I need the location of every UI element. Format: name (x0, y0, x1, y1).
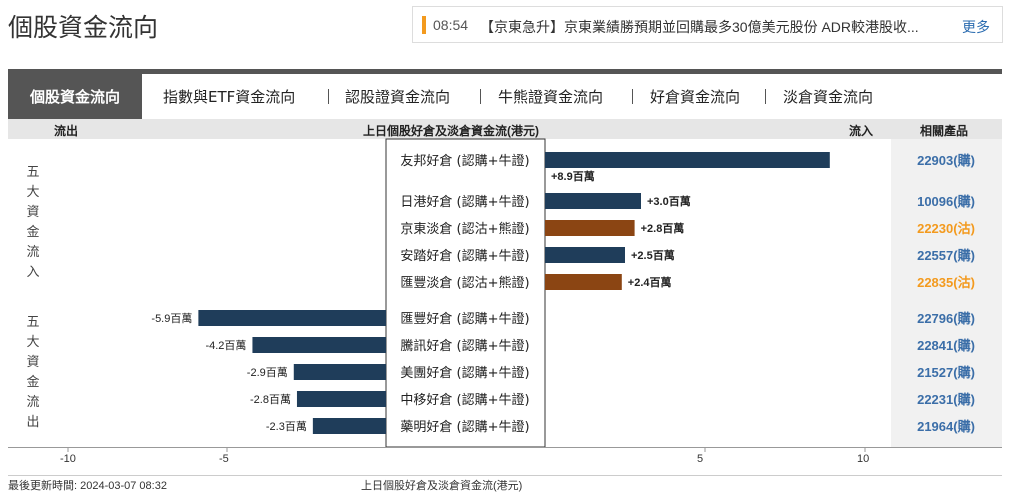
related-products-column (891, 139, 1002, 447)
bar-value-label: +3.0百萬 (647, 194, 691, 208)
top-outflow-label: 五大資金流出 (26, 315, 40, 430)
x-tick-label: 10 (857, 453, 870, 465)
bar-value-label: +2.5百萬 (631, 248, 675, 262)
related-product-link[interactable]: 22841(購) (917, 338, 975, 353)
stock-label: 騰訊好倉 (認購+牛證) (400, 338, 529, 354)
flow-bar (312, 418, 386, 434)
page-title: 個股資金流向 (8, 13, 159, 42)
last-updated: 最後更新時間: 2024-03-07 08:32 (8, 480, 167, 492)
news-ticker[interactable]: 08:54 【京東急升】京東業績勝預期並回購最多30億美元股份 ADR較港股收.… (412, 6, 1003, 43)
ticker-time: 08:54 (433, 17, 469, 33)
flow-bar (252, 337, 386, 353)
flow-bar (198, 310, 386, 326)
tab-cbbc-flow[interactable]: 牛熊證資金流向 (498, 88, 604, 106)
outflow-header: 流出 (54, 124, 79, 138)
table-header: 流出 上日個股好倉及淡倉資金流(港元) 流入 相關產品 (8, 119, 1002, 139)
tab-warrant-flow[interactable]: 認股證資金流向 (345, 88, 451, 106)
stock-label: 美團好倉 (認購+牛證) (400, 365, 529, 381)
bar-value-label: +2.4百萬 (628, 275, 672, 289)
stock-label: 藥明好倉 (認購+牛證) (400, 419, 529, 435)
stock-label: 匯豐好倉 (認購+牛證) (400, 311, 529, 327)
chart-header: 上日個股好倉及淡倉資金流(港元) (363, 124, 539, 138)
x-tick-label: -5 (219, 453, 229, 465)
x-tick-label: -10 (60, 453, 76, 465)
more-link[interactable]: 更多 (962, 19, 990, 35)
flow-bar (545, 193, 641, 209)
ticker-accent-bar (422, 16, 426, 34)
stock-label: 中移好倉 (認購+牛證) (400, 392, 529, 408)
related-product-link[interactable]: 22230(沽) (917, 221, 975, 236)
bar-value-label: -4.2百萬 (205, 339, 246, 352)
related-product-link[interactable]: 22903(購) (917, 153, 975, 168)
related-products-header: 相關產品 (920, 124, 969, 138)
tab-short-flow[interactable]: 淡倉資金流向 (783, 88, 874, 106)
tab-separator (328, 89, 329, 104)
related-product-link[interactable]: 22835(沽) (917, 275, 975, 290)
stock-label: 友邦好倉 (認購+牛證) (400, 153, 529, 169)
stock-label: 安踏好倉 (認購+牛證) (400, 248, 529, 264)
tab-long-flow[interactable]: 好倉資金流向 (650, 88, 741, 106)
x-axis-line (8, 447, 1002, 448)
related-product-link[interactable]: 22796(購) (917, 311, 975, 326)
footer-divider (8, 475, 1002, 476)
related-product-link[interactable]: 22231(購) (917, 392, 975, 407)
flow-bar (545, 274, 622, 290)
tab-stock-flow[interactable]: 個股資金流向 (8, 74, 142, 119)
stock-label: 匯豐淡倉 (認沽+熊證) (400, 275, 529, 291)
flow-bar (545, 220, 635, 236)
tab-separator (632, 89, 633, 104)
inflow-header: 流入 (849, 124, 874, 138)
related-product-link[interactable]: 22557(購) (917, 248, 975, 263)
related-product-link[interactable]: 21964(購) (917, 419, 975, 434)
tab-separator (765, 89, 766, 104)
flow-bar (545, 152, 830, 168)
flow-bar (296, 391, 386, 407)
bar-value-label: -5.9百萬 (151, 312, 192, 325)
bar-value-label: -2.9百萬 (247, 366, 288, 379)
stock-label: 京東淡倉 (認沽+熊證) (400, 221, 529, 237)
tab-index-etf-flow[interactable]: 指數與ETF資金流向 (163, 88, 296, 106)
ticker-headline[interactable]: 【京東急升】京東業績勝預期並回購最多30億美元股份 ADR較港股收... (480, 19, 919, 35)
flow-bar (545, 247, 625, 263)
stock-label: 日港好倉 (認購+牛證) (400, 194, 529, 210)
related-product-link[interactable]: 21527(購) (917, 365, 975, 380)
top-inflow-label: 五大資金流入 (26, 165, 40, 280)
bar-value-label: -2.3百萬 (266, 420, 307, 433)
flow-bar (293, 364, 386, 380)
bar-value-label: -2.8百萬 (250, 393, 291, 406)
x-tick-label: 5 (697, 453, 704, 465)
bar-value-label: +8.9百萬 (551, 169, 595, 183)
bar-value-label: +2.8百萬 (641, 221, 685, 235)
tabs-top-border (8, 69, 1002, 74)
x-axis-title: 上日個股好倉及淡倉資金流(港元) (361, 480, 523, 492)
stock-label-box (385, 138, 546, 448)
tab-separator (480, 89, 481, 104)
tab-bar: 個股資金流向 指數與ETF資金流向 認股證資金流向 牛熊證資金流向 好倉資金流向… (8, 74, 1002, 119)
related-product-link[interactable]: 10096(購) (917, 194, 975, 209)
